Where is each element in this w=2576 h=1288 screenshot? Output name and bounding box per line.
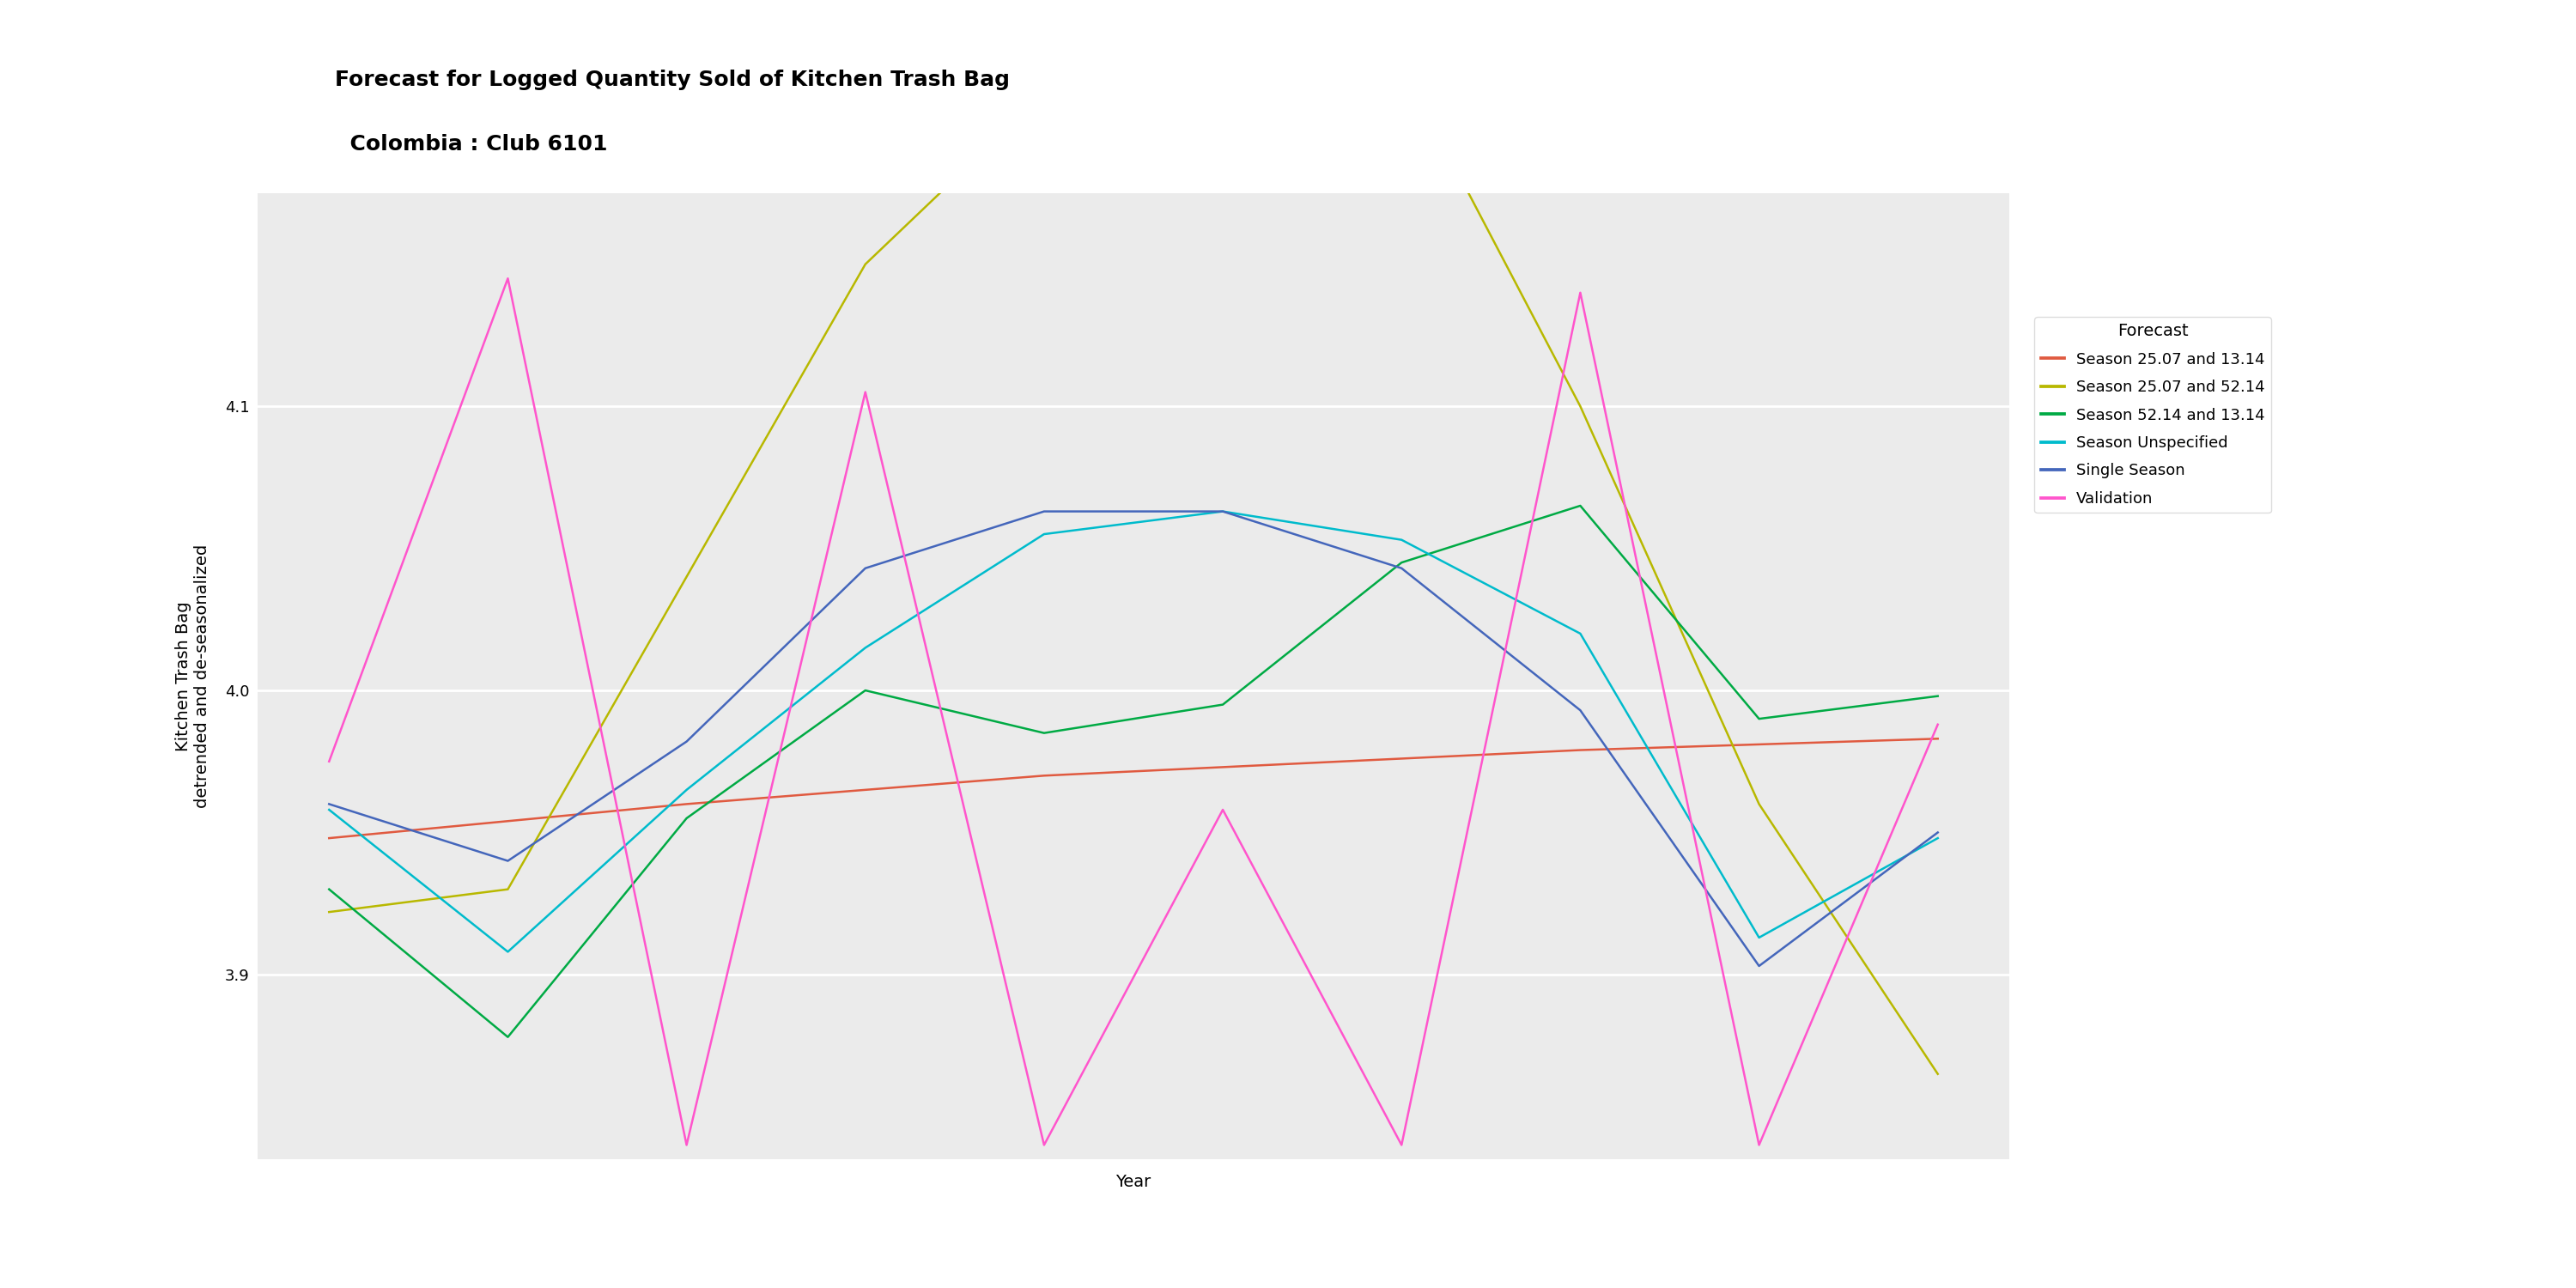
Season Unspecified <box>1028 527 1059 542</box>
Single Season <box>314 796 345 811</box>
Text: Colombia : Club 6101: Colombia : Club 6101 <box>335 134 608 155</box>
Season 25.07 and 52.14 <box>314 904 345 920</box>
Season 52.14 and 13.14 <box>314 881 345 896</box>
Season 25.07 and 52.14 <box>1386 58 1417 73</box>
Season 25.07 and 13.14 <box>1922 732 1953 747</box>
Season 25.07 and 13.14 <box>314 831 345 846</box>
Season 25.07 and 13.14 <box>1208 760 1239 775</box>
Season Unspecified <box>1564 626 1595 641</box>
Line: Season 25.07 and 13.14: Season 25.07 and 13.14 <box>330 739 1937 838</box>
Season 25.07 and 13.14 <box>492 813 523 828</box>
Season 25.07 and 13.14 <box>1028 768 1059 783</box>
Season 25.07 and 13.14 <box>1564 742 1595 757</box>
Validation <box>672 1137 703 1153</box>
Season 52.14 and 13.14 <box>1744 711 1775 726</box>
Line: Single Season: Single Season <box>330 511 1937 966</box>
Single Season <box>1386 560 1417 576</box>
Season 25.07 and 52.14 <box>492 881 523 896</box>
Season 25.07 and 52.14 <box>672 569 703 585</box>
Season Unspecified <box>672 782 703 797</box>
Season 25.07 and 13.14 <box>1386 751 1417 766</box>
Single Season <box>850 560 881 576</box>
Season Unspecified <box>314 802 345 818</box>
X-axis label: Year: Year <box>1115 1173 1151 1190</box>
Legend: Season 25.07 and 13.14, Season 25.07 and 52.14, Season 52.14 and 13.14, Season U: Season 25.07 and 13.14, Season 25.07 and… <box>2035 317 2272 513</box>
Season 25.07 and 52.14 <box>1208 15 1239 31</box>
Line: Season 25.07 and 52.14: Season 25.07 and 52.14 <box>330 23 1937 1074</box>
Validation <box>1744 1137 1775 1153</box>
Season 52.14 and 13.14 <box>1922 688 1953 703</box>
Season 25.07 and 52.14 <box>1922 1066 1953 1082</box>
Single Season <box>492 853 523 868</box>
Text: Forecast for Logged Quantity Sold of Kitchen Trash Bag: Forecast for Logged Quantity Sold of Kit… <box>335 70 1010 90</box>
Season Unspecified <box>1744 930 1775 945</box>
Season Unspecified <box>1208 504 1239 519</box>
Line: Season 52.14 and 13.14: Season 52.14 and 13.14 <box>330 506 1937 1037</box>
Validation <box>314 753 345 769</box>
Validation <box>1028 1137 1059 1153</box>
Season 52.14 and 13.14 <box>1564 498 1595 514</box>
Single Season <box>1564 702 1595 717</box>
Single Season <box>1744 958 1775 974</box>
Season 52.14 and 13.14 <box>1208 697 1239 712</box>
Single Season <box>1028 504 1059 519</box>
Single Season <box>1208 504 1239 519</box>
Season 25.07 and 52.14 <box>850 256 881 272</box>
Validation <box>1564 285 1595 300</box>
Season 52.14 and 13.14 <box>492 1029 523 1045</box>
Single Season <box>672 734 703 750</box>
Season 52.14 and 13.14 <box>850 683 881 698</box>
Season 25.07 and 52.14 <box>1744 796 1775 811</box>
Season Unspecified <box>850 640 881 656</box>
Season 25.07 and 52.14 <box>1028 86 1059 102</box>
Season 25.07 and 13.14 <box>850 782 881 797</box>
Season Unspecified <box>1386 532 1417 547</box>
Season 25.07 and 13.14 <box>1744 737 1775 752</box>
Line: Validation: Validation <box>330 278 1937 1145</box>
Validation <box>1208 802 1239 818</box>
Season Unspecified <box>492 944 523 960</box>
Season 52.14 and 13.14 <box>1386 555 1417 571</box>
Single Season <box>1922 824 1953 840</box>
Season 52.14 and 13.14 <box>672 810 703 826</box>
Line: Season Unspecified: Season Unspecified <box>330 511 1937 952</box>
Validation <box>1922 716 1953 732</box>
Season 25.07 and 52.14 <box>1564 398 1595 413</box>
Validation <box>850 384 881 399</box>
Season Unspecified <box>1922 831 1953 846</box>
Validation <box>1386 1137 1417 1153</box>
Season 25.07 and 13.14 <box>672 796 703 811</box>
Season 52.14 and 13.14 <box>1028 725 1059 741</box>
Validation <box>492 270 523 286</box>
Y-axis label: Kitchen Trash Bag
detrended and de-seasonalized: Kitchen Trash Bag detrended and de-seaso… <box>175 545 211 808</box>
